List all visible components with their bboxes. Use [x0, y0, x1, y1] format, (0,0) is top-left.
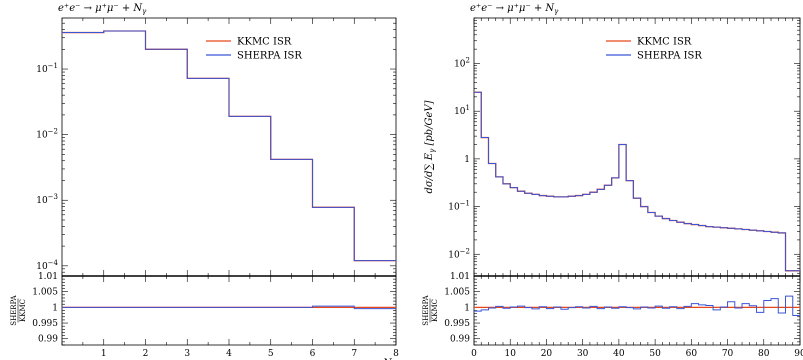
ratio-series-line: [474, 295, 800, 317]
ratio-y-label: SHERPA KKMC: [422, 294, 439, 325]
y-tick-label: 101: [454, 104, 470, 117]
legend-entry: SHERPA ISR: [637, 51, 702, 62]
y-tick-label: 10−2: [36, 128, 58, 141]
ratio-y-tick-label: 0.99: [38, 335, 58, 345]
x-tick-label: 5: [268, 349, 274, 359]
x-tick-label: 6: [310, 349, 316, 359]
x-tick-label: 8: [393, 349, 399, 359]
ratio-y-tick-label: 1.01: [450, 272, 470, 282]
ratio-y-tick-label: 1: [464, 303, 470, 313]
x-tick-label: 80: [758, 349, 770, 359]
y-tick-label: 10−3: [36, 193, 58, 206]
x-tick-label: 2: [143, 349, 149, 359]
x-tick-label: 4: [226, 349, 232, 359]
x-tick-label: 1: [101, 349, 107, 359]
y-tick-label: 10−4: [36, 259, 58, 272]
ratio-y-tick-label: 0.99: [450, 335, 470, 345]
x-tick-label: 40: [613, 349, 625, 359]
x-tick-label: 3: [184, 349, 190, 359]
y-tick-label: 10−1: [448, 200, 470, 213]
y-axis-label: dσ/d∑ Eγ [pb/GeV]: [424, 100, 437, 193]
main-frame: [61, 17, 397, 277]
series-line-sherpa: [62, 30, 396, 262]
ratio-denominator: KKMC: [19, 299, 27, 322]
x-axis-label: Nγ: [382, 358, 397, 360]
ratio-y-tick-label: 1: [52, 303, 58, 313]
x-tick-label: 7: [351, 349, 357, 359]
x-tick-label: 60: [686, 349, 698, 359]
y-tick-label: 10−1: [36, 62, 58, 75]
y-tick-label: 10−2: [448, 247, 470, 260]
x-tick-label: 50: [649, 349, 661, 359]
ratio-y-tick-label: 0.995: [32, 319, 58, 329]
ratio-series-line: [62, 305, 396, 310]
y-tick-label: 1: [464, 155, 470, 165]
chart-title: e⁺e⁻ → μ⁺μ⁻ + Nγ: [470, 3, 559, 16]
ratio-y-tick-label: 1.005: [32, 288, 58, 298]
ratio-y-label: SHERPA KKMC: [10, 294, 27, 325]
ratio-frame: [473, 275, 801, 346]
ratio-numerator: SHERPA: [10, 294, 18, 325]
chart-title: e⁺e⁻ → μ⁺μ⁻ + Nγ: [58, 3, 147, 16]
x-tick-label: 10: [504, 349, 516, 359]
legend-entry: KKMC ISR: [237, 37, 292, 48]
ratio-frame: [61, 275, 397, 346]
ratio-y-tick-label: 1.01: [38, 272, 58, 282]
x-tick-label: 30: [577, 349, 589, 359]
x-tick-label: 90: [794, 349, 803, 359]
ratio-numerator: SHERPA: [422, 294, 430, 325]
series-line-sherpa: [474, 91, 800, 272]
ratio-y-tick-label: 0.995: [444, 319, 470, 329]
y-tick-label: 102: [454, 57, 470, 70]
x-tick-label: 20: [541, 349, 553, 359]
legend-entry: KKMC ISR: [637, 37, 692, 48]
series-line-kkmc: [62, 30, 396, 262]
ratio-denominator: KKMC: [431, 299, 439, 322]
chart-left: 10−1 10−2 10−3 10−4 1 2 3 4 5 6 7 8Nγ 1.01 1.005 1 0.99…: [10, 17, 399, 360]
x-tick-label: 70: [722, 349, 734, 359]
legend-entry: SHERPA ISR: [237, 51, 302, 62]
ratio-y-tick-label: 1.005: [444, 288, 470, 298]
x-tick-label: 0: [471, 349, 477, 359]
series-line-kkmc: [474, 91, 800, 272]
